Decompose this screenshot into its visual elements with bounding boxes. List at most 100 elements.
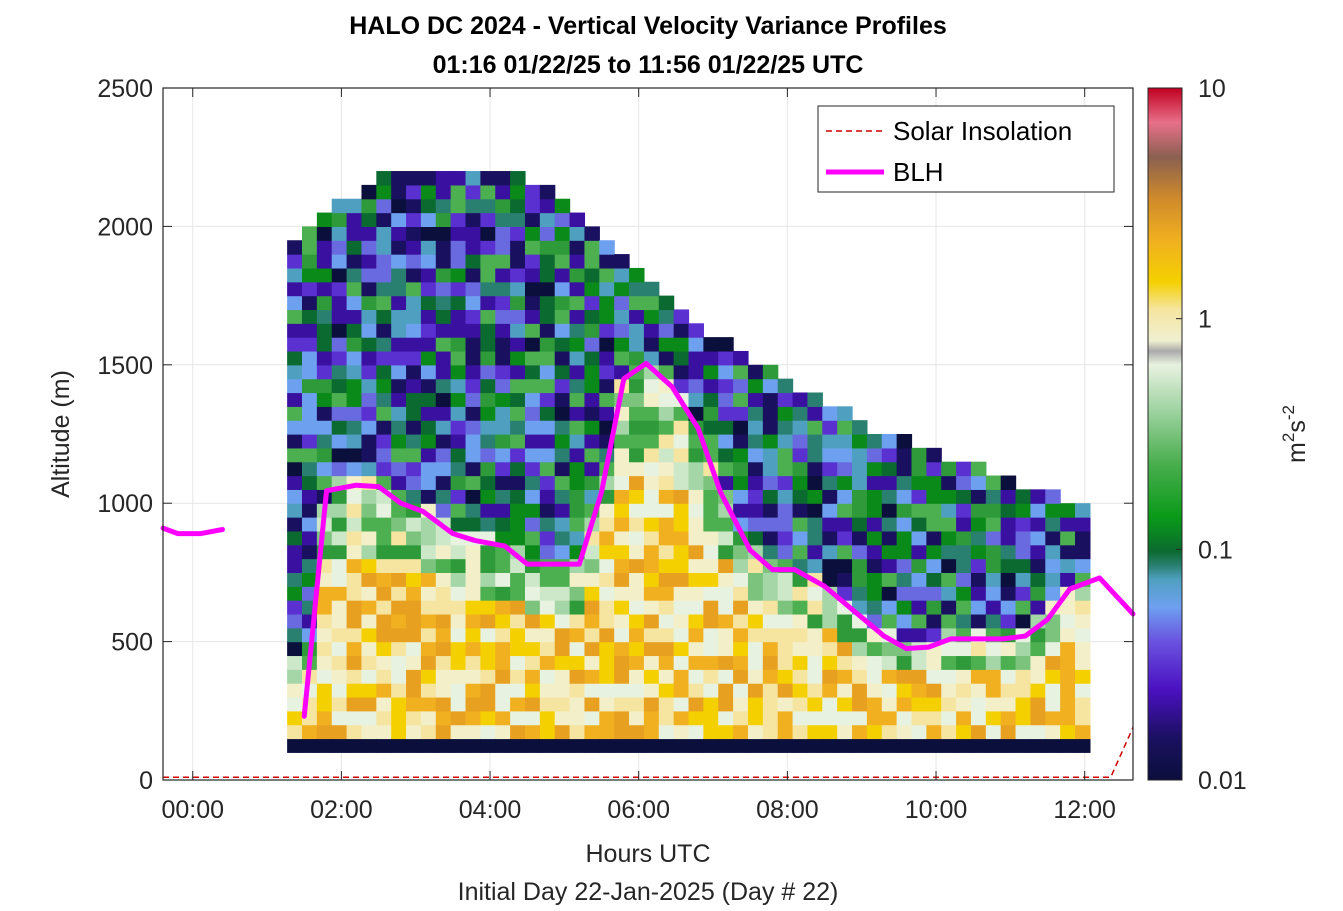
heatmap-cell — [376, 420, 392, 435]
heatmap-cell — [524, 364, 541, 380]
heatmap-cell — [926, 600, 942, 615]
heatmap-cell — [614, 447, 630, 463]
heatmap-cell — [376, 641, 392, 657]
heatmap-cell — [643, 420, 660, 435]
heatmap-cell — [346, 447, 363, 463]
heatmap-cell — [391, 198, 407, 214]
heatmap-cell — [554, 378, 571, 394]
heatmap-cell — [807, 406, 823, 421]
heatmap-cell — [331, 572, 348, 587]
heatmap-cell — [584, 267, 600, 283]
heatmap-cell — [584, 586, 600, 601]
heatmap-cell — [331, 337, 348, 352]
heatmap-cell — [762, 530, 779, 546]
heatmap-cell — [852, 683, 868, 698]
heatmap-cell — [420, 724, 437, 740]
heatmap-cell — [287, 447, 303, 463]
heatmap-cell — [450, 683, 467, 698]
heatmap-cell — [643, 710, 660, 726]
heatmap-cell — [643, 517, 660, 532]
heatmap-cell — [346, 613, 363, 629]
heatmap-cell — [718, 337, 734, 352]
heatmap-cell — [331, 350, 348, 366]
heatmap-cell — [569, 323, 586, 338]
legend-label-solar: Solar Insolation — [893, 116, 1072, 146]
heatmap-cell — [376, 655, 392, 670]
heatmap-cell — [554, 475, 571, 490]
heatmap-cell — [658, 475, 675, 490]
heatmap-cell — [524, 337, 541, 352]
heatmap-cell — [316, 461, 333, 477]
heatmap-cell — [495, 683, 511, 698]
heatmap-cell — [510, 184, 526, 200]
heatmap-cell — [584, 558, 600, 573]
heatmap-cell — [733, 627, 749, 643]
heatmap-cell — [584, 655, 600, 670]
heatmap-cell — [747, 669, 764, 684]
heatmap-cell — [777, 710, 794, 726]
heatmap-cell — [1060, 600, 1076, 615]
heatmap-cell — [346, 378, 363, 394]
heatmap-cell — [673, 696, 690, 712]
heatmap-cell — [837, 641, 853, 657]
heatmap-cell — [331, 696, 348, 712]
heatmap-cell — [361, 655, 377, 670]
heatmap-cell — [420, 226, 437, 241]
heatmap-cell — [510, 600, 526, 615]
heatmap-cell — [614, 724, 630, 740]
heatmap-cell — [331, 600, 348, 615]
heatmap-cell — [539, 544, 556, 560]
heatmap-cell — [792, 683, 809, 698]
heatmap-cell — [599, 406, 615, 421]
heatmap-cell — [480, 600, 496, 615]
heatmap-cell — [420, 613, 437, 629]
heatmap-cell — [1015, 724, 1032, 740]
heatmap-cell — [391, 544, 407, 560]
heatmap-cell — [391, 738, 407, 753]
heatmap-cell — [673, 323, 690, 338]
heatmap-cell — [316, 406, 333, 421]
heatmap-cell — [406, 710, 422, 726]
heatmap-cell — [1000, 724, 1017, 740]
heatmap-cell — [287, 683, 303, 698]
heatmap-cell — [361, 724, 377, 740]
heatmap-cell — [822, 434, 838, 449]
heatmap-cell — [985, 641, 1002, 657]
heatmap-cell — [361, 350, 377, 366]
heatmap-cell — [1015, 683, 1032, 698]
heatmap-cell — [762, 696, 779, 712]
heatmap-cell — [747, 378, 764, 394]
heatmap-cell — [406, 475, 422, 490]
heatmap-cell — [599, 420, 615, 435]
heatmap-cell — [287, 364, 303, 380]
heatmap-cell — [510, 281, 526, 297]
heatmap-cell — [629, 420, 645, 435]
x-tick-label: 06:00 — [607, 796, 670, 824]
heatmap-cell — [584, 350, 600, 366]
heatmap-cell — [837, 544, 853, 560]
heatmap-cell — [420, 627, 437, 643]
heatmap-cell — [301, 226, 318, 241]
heatmap-cell — [822, 641, 838, 657]
heatmap-cell — [822, 420, 838, 435]
heatmap-cell — [361, 281, 377, 297]
heatmap-cell — [346, 655, 363, 670]
heatmap-cell — [807, 738, 823, 753]
heatmap-cell — [331, 627, 348, 643]
heatmap-cell — [539, 364, 556, 380]
heatmap-cell — [881, 724, 898, 740]
heatmap-cell — [599, 530, 615, 546]
heatmap-cell — [643, 558, 660, 573]
heatmap-cell — [465, 406, 481, 421]
heatmap-cell — [629, 295, 645, 311]
plot-frame — [162, 87, 1134, 781]
heatmap-cell — [465, 655, 481, 670]
heatmap-cell — [896, 530, 913, 546]
heatmap-cell — [406, 226, 422, 241]
heatmap-cell — [524, 586, 541, 601]
heatmap-cell — [733, 683, 749, 698]
heatmap-cell — [346, 503, 363, 518]
heatmap-cell — [480, 198, 496, 214]
heatmap-cell — [970, 530, 987, 546]
heatmap-cell — [807, 655, 823, 670]
